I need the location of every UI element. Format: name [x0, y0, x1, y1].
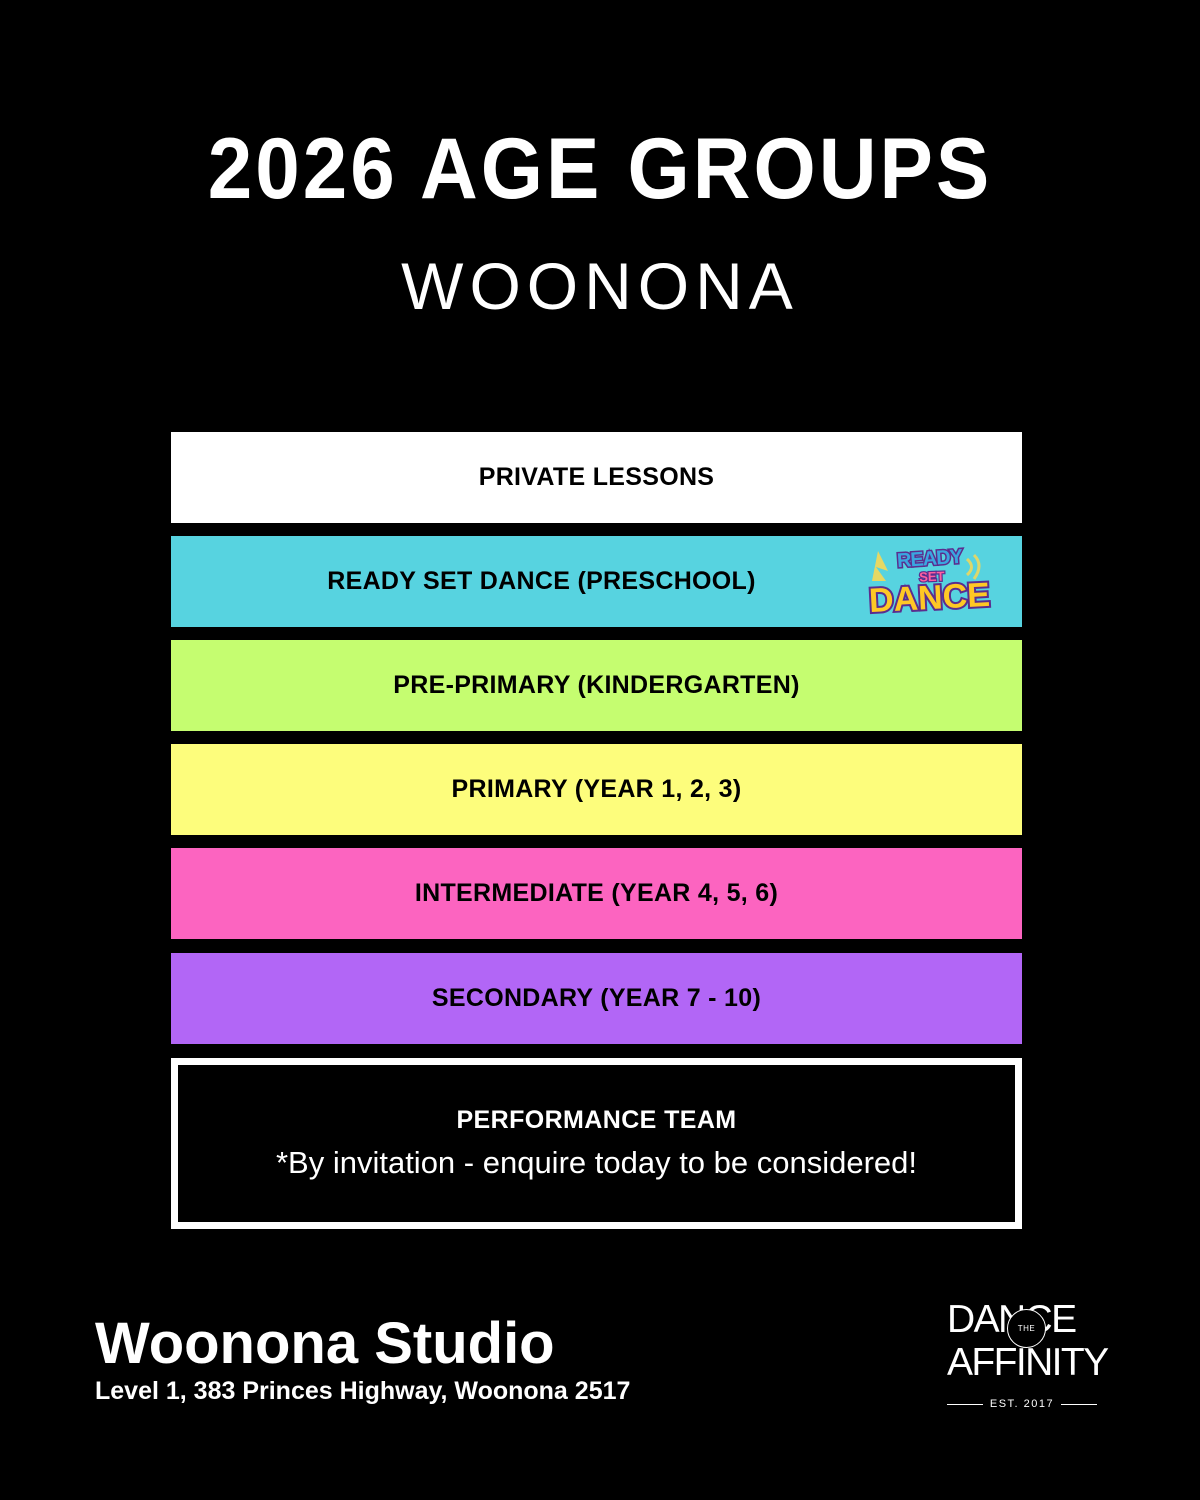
svg-text:DANCE: DANCE: [868, 575, 991, 619]
